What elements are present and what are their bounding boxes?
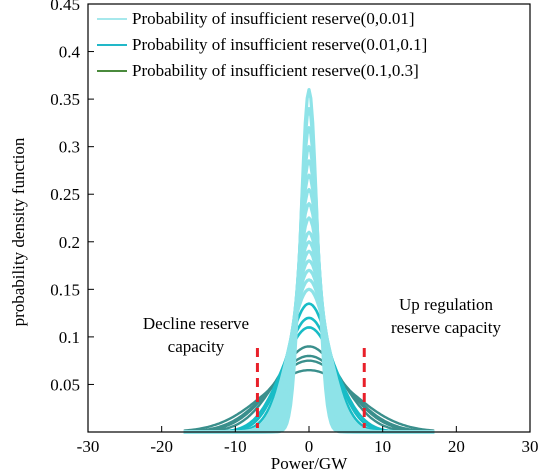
pdf-curve-22 [183,369,435,432]
x-tick-label-3: 0 [305,437,314,456]
y-tick-label-6: 0.35 [50,90,80,109]
y-tick-label-2: 0.15 [50,280,80,299]
y-axis-label: probability density function [9,137,28,326]
x-axis-label: Power/GW [271,454,348,473]
x-tick-label-1: -20 [150,437,173,456]
y-tick-label-3: 0.2 [59,233,80,252]
reserve-markers [255,348,366,428]
reserve-annotation-1-line-1: reserve capacity [391,318,501,337]
y-axis-ticks: 0.05 0.1 0.15 0.2 0.25 0.3 0.35 0.4 0.45 [50,0,94,394]
pdf-curve-4 [183,159,435,434]
x-tick-label-6: 30 [522,437,539,456]
y-tick-label-8: 0.45 [50,0,80,14]
x-tick-label-2: -10 [224,437,247,456]
y-tick-label-4: 0.25 [50,185,80,204]
x-tick-label-4: 10 [374,437,391,456]
pdf-curves [183,88,435,434]
y-tick-label-7: 0.4 [59,43,81,62]
y-tick-label-0: 0.05 [50,375,80,394]
x-tick-label-0: -30 [77,437,100,456]
annotations: Decline reserve capacity Up regulation rese… [143,295,502,356]
legend-label-1: Probability of insufficient reserve(0.01… [132,35,427,54]
pdf-curve-21 [183,359,435,433]
reserve-annotation-0-line-0: Decline reserve [143,314,249,333]
legend: Probability of insufficient reserve(0,0.… [97,9,427,80]
reserve-annotation-1-line-0: Up regulation [399,295,493,314]
reserve-annotation-0-line-1: capacity [168,337,225,356]
pdf-curve-20 [183,354,435,433]
y-tick-label-5: 0.3 [59,138,80,157]
pdf-curve-6 [183,187,435,434]
legend-label-2: Probability of insufficient reserve(0.1,… [132,61,419,80]
y-tick-label-1: 0.1 [59,328,80,347]
x-tick-label-5: 20 [448,437,465,456]
pdf-curve-19 [183,345,435,434]
legend-label-0: Probability of insufficient reserve(0,0.… [132,9,414,28]
x-axis-ticks: -30 -20 -10 0 10 20 30 [77,426,539,456]
